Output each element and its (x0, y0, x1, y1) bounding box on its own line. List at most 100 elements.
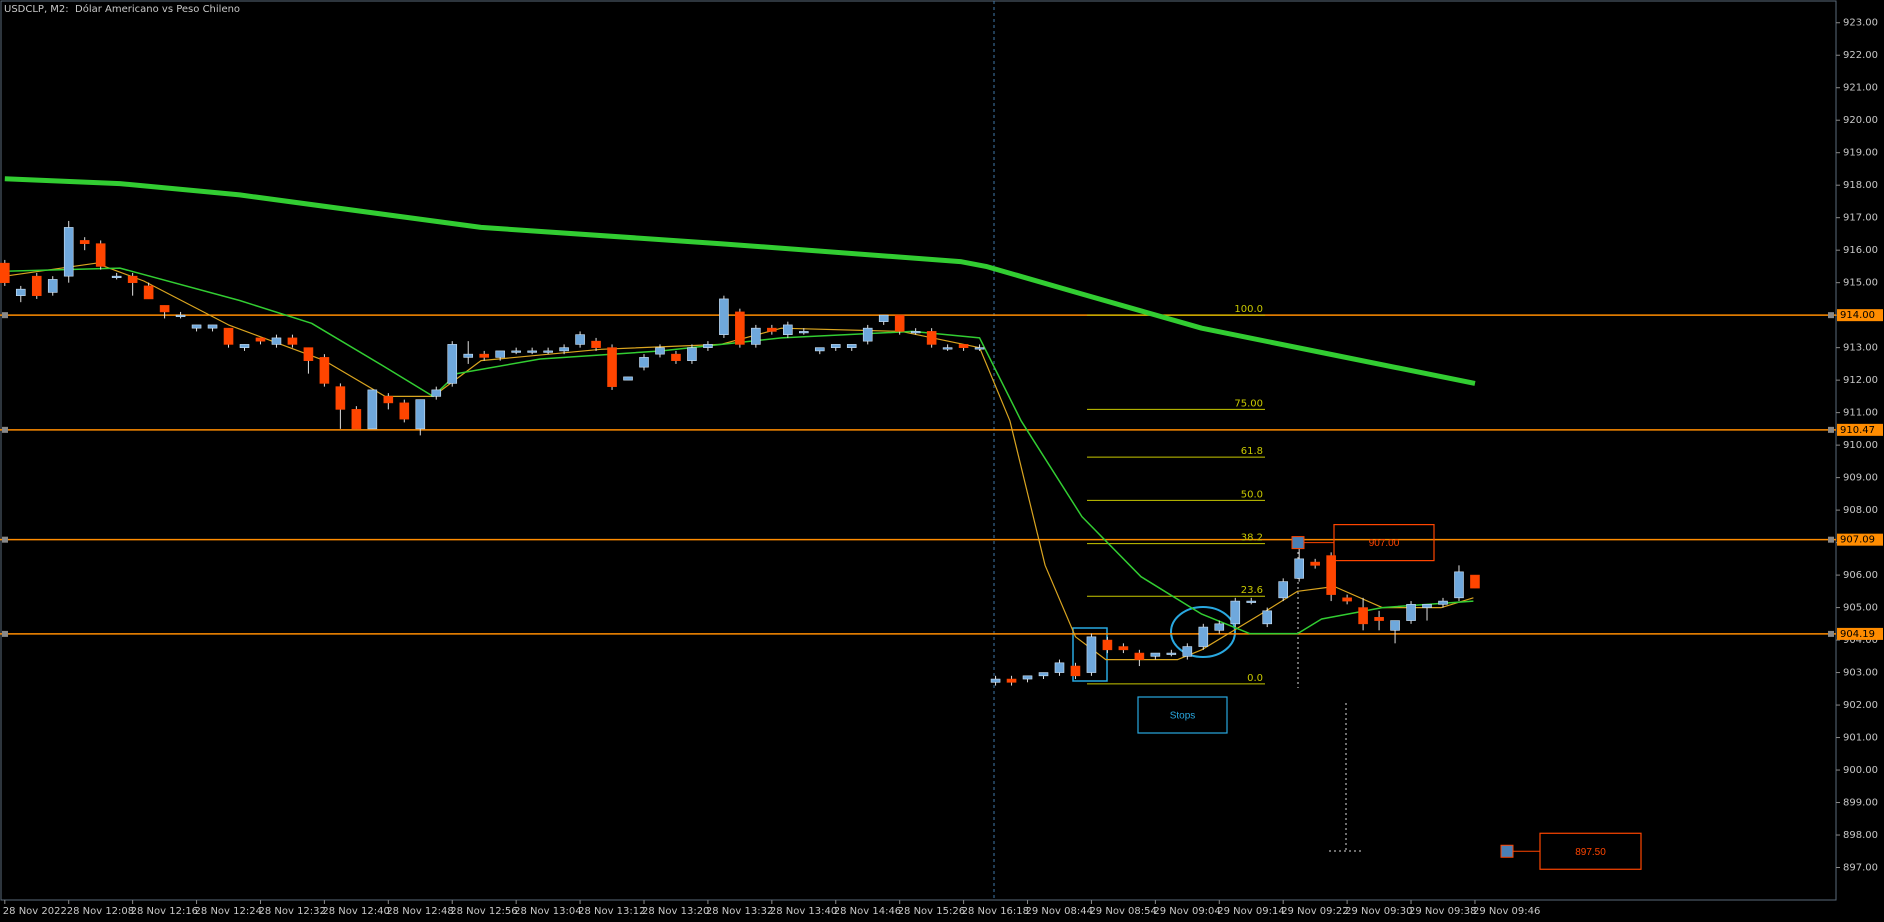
candle-body (894, 314, 905, 332)
candle-body (255, 337, 266, 342)
annotation-text: Stops (1170, 711, 1196, 722)
candle-body (671, 353, 681, 361)
candle-body (399, 402, 410, 420)
range-box (1072, 627, 1108, 682)
candle-body (287, 337, 298, 345)
x-tick-label: 28 Nov 12:56 (450, 906, 517, 917)
y-tick-label: 917.00 (1843, 213, 1878, 224)
y-tick-label: 919.00 (1843, 148, 1878, 159)
x-tick-label: 29 Nov 09:04 (1153, 906, 1220, 917)
x-tick-label: 28 Nov 13:12 (578, 906, 645, 917)
candle-body (830, 344, 841, 348)
candle-body (575, 334, 585, 345)
y-tick-label: 916.00 (1843, 245, 1878, 256)
candle-body (1182, 646, 1193, 657)
candle-body (383, 396, 394, 404)
candle-body (239, 344, 250, 348)
x-tick-label: 28 Nov 12:48 (386, 906, 453, 917)
candle-body (1294, 558, 1304, 579)
candle-body (511, 350, 521, 353)
level-handle (1828, 312, 1834, 319)
candle-body (1166, 652, 1177, 655)
plot-frame (0, 0, 1837, 901)
fib-label: 50.0 (1241, 489, 1263, 500)
y-tick-label: 901.00 (1843, 733, 1878, 744)
candle-body (846, 344, 857, 348)
x-tick-label: 28 Nov 2022 (3, 906, 67, 917)
candle-body (878, 314, 889, 322)
fib-label: 61.8 (1241, 446, 1263, 457)
annotation-box (1333, 523, 1435, 562)
y-tick-label: 898.00 (1843, 830, 1878, 841)
candle-body (271, 337, 282, 345)
candle-body (159, 305, 170, 313)
y-tick-label: 909.00 (1843, 473, 1878, 484)
candle-body (1038, 672, 1049, 677)
x-tick-label: 28 Nov 13:32 (706, 906, 773, 917)
candle-body (1342, 597, 1352, 602)
candle-body (1102, 639, 1113, 651)
level-tag (1837, 627, 1883, 640)
x-tick-label: 28 Nov 13:04 (514, 906, 581, 917)
candle-body (1198, 626, 1209, 647)
candle-body (191, 324, 202, 329)
candle-body (1374, 617, 1384, 621)
candle-body (607, 347, 617, 387)
candle-body (1278, 581, 1288, 599)
highlight-ellipse (1170, 606, 1236, 658)
candle-body (207, 324, 218, 329)
x-tick-label: 28 Nov 12:32 (258, 906, 325, 917)
x-tick-label: 29 Nov 09:30 (1345, 906, 1412, 917)
y-tick-label: 915.00 (1843, 278, 1878, 289)
candle-body (783, 324, 793, 335)
y-tick-label: 904.00 (1843, 635, 1878, 646)
candle-body (1214, 623, 1225, 631)
x-tick-label: 28 Nov 12:40 (322, 906, 389, 917)
candle-body (31, 275, 42, 296)
fib-label: 0.0 (1247, 673, 1263, 684)
level-tag (1837, 309, 1883, 322)
candle-body (751, 327, 761, 345)
candle-body (95, 243, 106, 267)
candle-body (335, 386, 346, 410)
candle-body (1454, 571, 1464, 599)
candle-body (1310, 561, 1320, 566)
candle-body (687, 347, 697, 361)
x-tick-label: 29 Nov 09:22 (1281, 906, 1348, 917)
fib-label: 100.0 (1234, 304, 1263, 315)
candle-body (974, 347, 985, 350)
candle-body (703, 344, 713, 348)
moving-average (4, 176, 1476, 386)
candle-body (559, 347, 569, 352)
candle-body (591, 340, 601, 348)
candle-body (47, 279, 58, 293)
level-handle (1828, 536, 1834, 543)
candle-body (527, 350, 537, 353)
candle-body (1134, 652, 1145, 660)
x-tick-label: 29 Nov 09:14 (1217, 906, 1284, 917)
y-tick-label: 897.00 (1843, 863, 1878, 874)
candle-body (1246, 600, 1257, 603)
level-tag (1837, 423, 1883, 436)
candle-body (990, 678, 1001, 683)
candle-body (655, 347, 665, 355)
level-label: 910.47 (1840, 425, 1875, 436)
y-tick-label: 906.00 (1843, 570, 1878, 581)
candle-body (1118, 646, 1129, 651)
candle-body (767, 327, 777, 332)
level-handle (2, 312, 8, 319)
y-tick-label: 912.00 (1843, 375, 1878, 386)
y-tick-label: 903.00 (1843, 668, 1878, 679)
x-tick-label: 29 Nov 09:46 (1473, 906, 1540, 917)
y-tick-label: 920.00 (1843, 115, 1878, 126)
level-handle (2, 426, 8, 433)
candle-body (143, 285, 154, 300)
candle-body (910, 331, 921, 334)
candle-body (926, 331, 937, 345)
candle-body (543, 350, 553, 353)
x-tick-label: 28 Nov 16:18 (962, 906, 1029, 917)
x-tick-label: 29 Nov 09:38 (1409, 906, 1476, 917)
level-handle (2, 536, 8, 543)
